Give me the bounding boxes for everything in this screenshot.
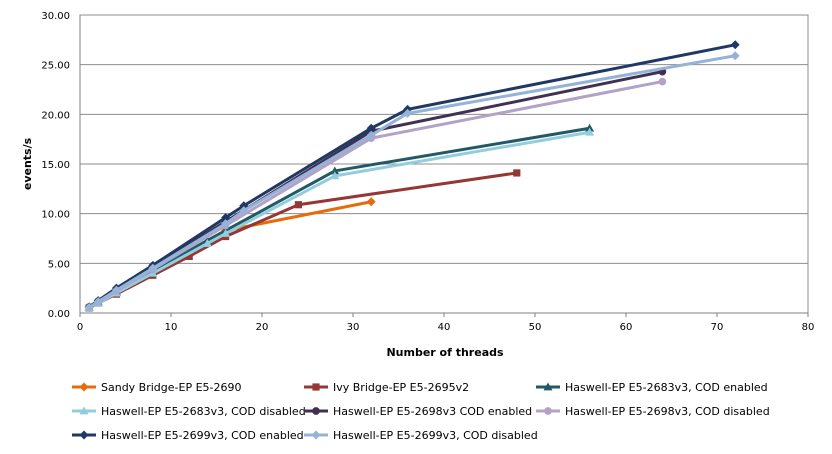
- plot-area: [84, 40, 740, 313]
- x-tick-label: 80: [802, 322, 815, 333]
- legend-item: Haswell-EP E5-2699v3, COD disabled: [304, 429, 538, 442]
- data-point: [730, 51, 740, 61]
- x-tick-label: 10: [165, 322, 178, 333]
- x-tick-label: 20: [256, 322, 269, 333]
- legend-label: Haswell-EP E5-2698v3, COD disabled: [565, 405, 770, 418]
- legend: Sandy Bridge-EP E5-2690 Ivy Bridge-EP E5-…: [72, 381, 770, 442]
- legend-marker: [544, 407, 552, 415]
- data-point: [294, 201, 302, 209]
- data-point: [366, 197, 376, 207]
- legend-item: Ivy Bridge-EP E5-2695v2: [304, 381, 469, 394]
- data-point: [585, 123, 595, 132]
- legend-marker: [79, 430, 89, 440]
- legend-label: Haswell-EP E5-2699v3, COD disabled: [333, 429, 538, 442]
- legend-marker: [312, 383, 320, 391]
- data-point: [658, 77, 667, 86]
- legend-item: Sandy Bridge-EP E5-2690: [72, 381, 242, 394]
- legend-label: Ivy Bridge-EP E5-2695v2: [333, 381, 469, 394]
- data-point: [93, 297, 103, 307]
- x-tick-label: 70: [711, 322, 724, 333]
- legend-marker: [311, 430, 321, 440]
- legend-item: Haswell-EP E5-2698v3, COD disabled: [536, 405, 770, 418]
- y-tick-label: 5.00: [48, 259, 70, 270]
- data-point: [330, 171, 340, 180]
- x-axis-title: Number of threads: [386, 346, 504, 359]
- legend-label: Haswell-EP E5-2699v3, COD enabled: [101, 429, 304, 442]
- y-tick-label: 0.00: [48, 309, 70, 320]
- data-point: [185, 252, 193, 260]
- y-tick-labels: 0.00 5.00 10.00 15.00 20.00 25.00 30.00: [41, 11, 70, 320]
- data-point: [330, 166, 340, 175]
- y-tick-label: 15.00: [41, 160, 70, 171]
- legend-item: Haswell-EP E5-2683v3, COD disabled: [72, 405, 306, 418]
- data-point: [403, 108, 413, 118]
- data-point: [585, 127, 595, 136]
- legend-marker: [312, 407, 320, 415]
- x-tick-label: 40: [438, 322, 451, 333]
- data-point: [221, 229, 231, 237]
- data-point: [202, 238, 212, 247]
- y-tick-label: 10.00: [41, 210, 70, 221]
- legend-item: Haswell-EP E5-2698v3 COD enabled: [304, 405, 532, 418]
- series-line: [88, 70, 663, 309]
- data-point: [221, 213, 231, 223]
- series-line: [88, 54, 736, 309]
- data-point: [239, 206, 249, 216]
- legend-marker: [79, 406, 89, 415]
- series-8: [84, 51, 740, 313]
- series-7: [84, 40, 740, 312]
- data-point: [221, 219, 231, 229]
- legend-marker: [79, 382, 89, 392]
- y-tick-label: 20.00: [41, 110, 70, 121]
- legend-item: Haswell-EP E5-2699v3, COD enabled: [72, 429, 304, 442]
- series-5: [85, 67, 667, 311]
- data-point: [366, 123, 376, 133]
- legend-label: Haswell-EP E5-2683v3, COD disabled: [101, 405, 306, 418]
- x-tick-label: 30: [347, 322, 360, 333]
- legend-marker: [543, 382, 553, 391]
- x-tick-labels: 0 10 20 30 40 50 60 70 80: [77, 322, 815, 333]
- legend-label: Haswell-EP E5-2698v3 COD enabled: [333, 405, 532, 418]
- data-point: [148, 263, 158, 273]
- series-2: [85, 169, 521, 312]
- y-axis-title: events/s: [21, 137, 34, 190]
- y-tick-label: 30.00: [41, 11, 70, 22]
- x-tick-label: 50: [529, 322, 542, 333]
- data-point: [730, 40, 740, 50]
- legend-item: Haswell-EP E5-2683v3, COD enabled: [536, 381, 768, 394]
- axes: [79, 14, 809, 317]
- data-point: [513, 169, 521, 177]
- series-line: [88, 43, 736, 309]
- data-point: [84, 303, 94, 313]
- x-tick-label: 60: [620, 322, 633, 333]
- data-point: [366, 130, 376, 140]
- data-point: [111, 285, 121, 295]
- legend-label: Haswell-EP E5-2683v3, COD enabled: [565, 381, 768, 394]
- y-tick-label: 25.00: [41, 61, 70, 72]
- legend-label: Sandy Bridge-EP E5-2690: [101, 381, 242, 394]
- x-tick-label: 0: [77, 322, 83, 333]
